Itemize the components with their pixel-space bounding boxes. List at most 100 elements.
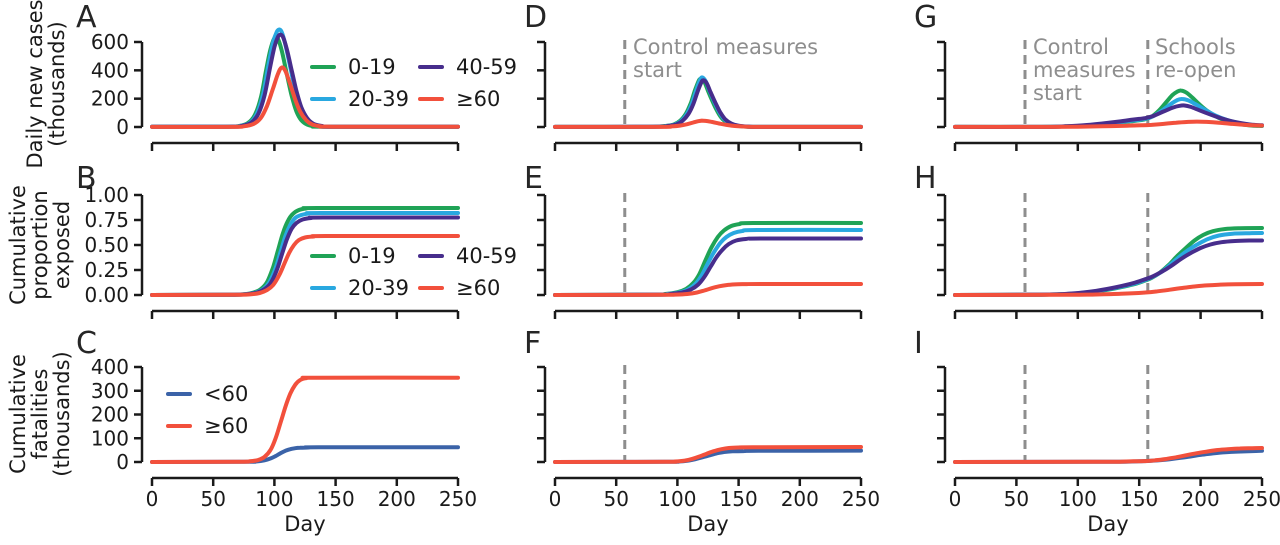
panel-I-x-tick-label: 250 (1243, 487, 1280, 511)
legend-item: <60 (166, 382, 248, 406)
panel-A-y-tick-label: 0 (116, 115, 129, 139)
panel-I-x-tick-label: 200 (1182, 487, 1220, 511)
legend-age-groups-panel-a: 0-19 20-39 40-59 ≥60 (310, 51, 517, 115)
legend-label: 0-19 (348, 244, 396, 268)
annotation-line: Control measures (633, 35, 819, 59)
panel-B-y-tick-label: 0.25 (84, 258, 129, 282)
panel-C-curve-ge60 (150, 375, 460, 464)
panel-D-curve-ge60 (553, 118, 863, 129)
legend-label: ≥60 (456, 87, 501, 111)
y-axis-label-row2: Cumulative proportion exposed (6, 185, 74, 305)
legend-swatch-40-59 (418, 65, 444, 69)
panel-C-curve-<60 (150, 445, 460, 464)
legend-label: 20-39 (348, 276, 410, 300)
panel-C-x-tick-label: 250 (439, 487, 477, 511)
y-axis-label-line: Cumulative (6, 354, 30, 474)
panel-C-y-tick-label: 0 (116, 450, 129, 474)
panel-letter-d: D (524, 0, 548, 35)
y-axis-label-line: (thousands) (45, 21, 69, 147)
panel-letter-f: F (524, 326, 542, 361)
panel-I-x-tick-label: 150 (1120, 487, 1158, 511)
annotation-line: measures (1033, 58, 1136, 82)
panel-letter-i: I (914, 326, 923, 361)
annotation-line: Schools (1155, 35, 1236, 59)
legend-swatch-0-19 (310, 65, 336, 69)
y-axis-label-line: fatalities (28, 368, 52, 460)
legend-label: 0-19 (348, 55, 396, 79)
panel-letter-g: G (914, 0, 938, 35)
panel-C-x-tick-label: 100 (255, 487, 293, 511)
panel-I-x-tick-label: 0 (949, 487, 962, 511)
panel-C-y-tick-label: 100 (91, 426, 129, 450)
annotation-control-measures-panel-g: Control measures start (1033, 36, 1136, 105)
panel-C-y-tick-label: 300 (91, 379, 129, 403)
legend-swatch-40-59 (418, 254, 444, 258)
legend-item: 0-19 (310, 55, 418, 79)
legend-item: 40-59 (418, 244, 517, 268)
panel-letter-c: C (76, 326, 97, 361)
legend-label: ≥60 (204, 414, 249, 438)
panel-B-curve-ge60 (150, 233, 460, 297)
legend-fatalities-panel-c: <60 ≥60 (166, 378, 248, 442)
panel-A-y-tick-label: 400 (91, 58, 129, 82)
legend-swatch-60plus (418, 97, 444, 101)
panel-letter-e: E (524, 161, 543, 196)
panel-I-curve-ge60 (953, 446, 1264, 464)
legend-swatch-20-39 (310, 286, 336, 290)
legend-label: 40-59 (456, 55, 518, 79)
panel-letter-b: B (76, 161, 97, 196)
y-axis-label-line: Cumulative (6, 185, 30, 305)
legend-swatch-0-19 (310, 254, 336, 258)
annotation-control-measures-panel-d: Control measures start (633, 36, 818, 82)
y-axis-label-line: exposed (50, 200, 74, 290)
legend-item: ≥60 (418, 276, 517, 300)
panel-C-x-tick-label: 200 (378, 487, 416, 511)
panel-B-y-tick-label: 1.00 (84, 183, 129, 207)
x-axis-label-col3: Day (1087, 512, 1129, 536)
annotation-line: start (633, 58, 682, 82)
legend-item: 40-59 (418, 55, 517, 79)
panel-G-curve-ge60 (953, 119, 1264, 129)
panel-F-curve-ge60 (553, 445, 863, 464)
panel-C-x-tick-label: 50 (200, 487, 225, 511)
panel-A-y-tick-label: 600 (91, 30, 129, 54)
panel-I-x-tick-label: 50 (1004, 487, 1029, 511)
panel-letter-h: H (914, 161, 937, 196)
panel-A-y-tick-label: 200 (91, 87, 129, 111)
legend-item: 20-39 (310, 87, 418, 111)
panel-H-curve-ge60 (953, 282, 1264, 297)
annotation-line: re-open (1155, 58, 1237, 82)
y-axis-label-row3: Cumulative fatalities (thousands) (6, 351, 74, 477)
legend-item: ≥60 (418, 87, 517, 111)
legend-item: ≥60 (166, 414, 248, 438)
panel-H-curve-40-59 (953, 238, 1264, 297)
legend-swatch-60plus (166, 424, 192, 428)
annotation-schools-reopen-panel-g: Schools re-open (1155, 36, 1236, 82)
panel-B-y-tick-label: 0.50 (84, 233, 129, 257)
panel-C-x-tick-label: 0 (146, 487, 159, 511)
panel-F-x-tick-label: 200 (781, 487, 819, 511)
y-axis-label-line: (thousands) (50, 351, 74, 477)
x-axis-label-col2: Day (687, 512, 729, 536)
panel-C-x-tick-label: 150 (317, 487, 355, 511)
y-axis-label-line: Daily new cases (23, 0, 47, 169)
panel-F-x-tick-label: 250 (842, 487, 880, 511)
panel-B-y-tick-label: 0.00 (84, 283, 129, 307)
panel-C-y-tick-label: 200 (91, 403, 129, 427)
panel-A-curve-ge60 (150, 65, 460, 129)
legend-item: 20-39 (310, 276, 418, 300)
panel-letter-a: A (76, 0, 97, 35)
legend-swatch-20-39 (310, 97, 336, 101)
y-axis-label-line: proportion (28, 190, 52, 300)
panel-I-x-tick-label: 100 (1059, 487, 1097, 511)
legend-swatch-60plus (418, 286, 444, 290)
legend-label: 20-39 (348, 87, 410, 111)
y-axis-label-row1: Daily new cases (thousands) (23, 0, 69, 169)
panel-F-x-tick-label: 150 (720, 487, 758, 511)
panel-C-y-tick-label: 400 (91, 355, 129, 379)
annotation-line: start (1033, 81, 1082, 105)
legend-label: ≥60 (456, 276, 501, 300)
legend-item: 0-19 (310, 244, 418, 268)
legend-label: 40-59 (456, 244, 518, 268)
